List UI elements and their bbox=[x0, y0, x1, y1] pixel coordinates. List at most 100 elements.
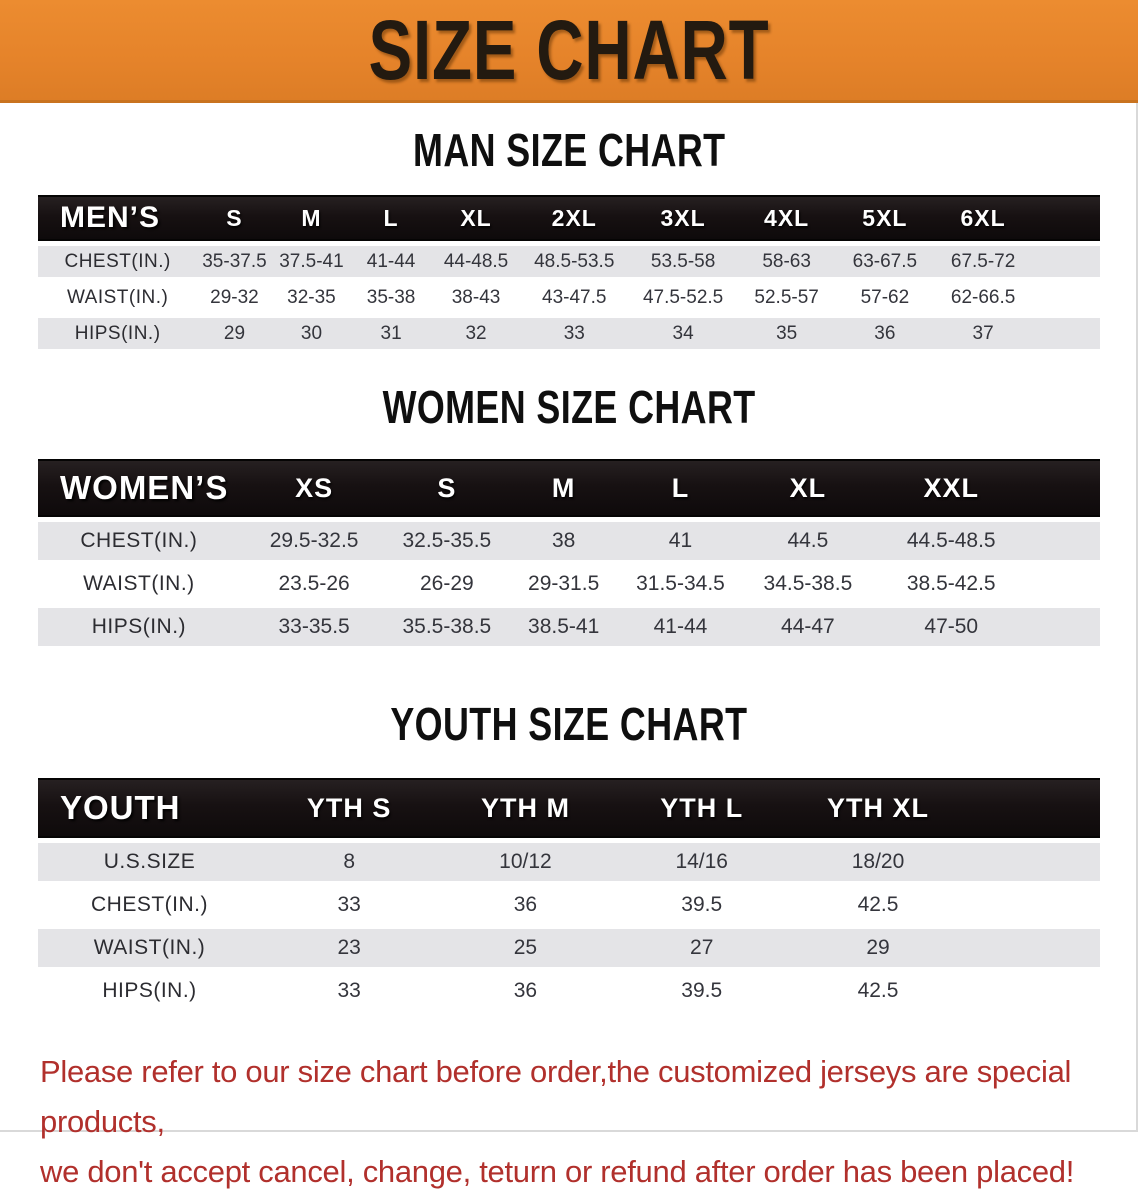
cell-value: 33 bbox=[521, 318, 628, 349]
cell-value: 62-66.5 bbox=[935, 282, 1031, 313]
cell-value: 27 bbox=[613, 929, 790, 967]
column-header: 2XL bbox=[521, 195, 628, 241]
column-header: XS bbox=[239, 459, 389, 517]
row-label: WAIST(IN.) bbox=[38, 282, 198, 313]
column-header: YTH S bbox=[261, 778, 438, 838]
sections: MAN SIZE CHART MEN’S S M L XL 2XL 3XL 4XL 5XL 6XL C… bbox=[0, 125, 1138, 1015]
cell-value: 48.5-53.5 bbox=[521, 246, 628, 277]
cell-value: 33 bbox=[261, 886, 438, 924]
column-header: M bbox=[505, 459, 623, 517]
size-chart-section: MAN SIZE CHART MEN’S S M L XL 2XL 3XL 4XL 5XL 6XL C… bbox=[0, 125, 1138, 354]
filler-cell bbox=[1030, 282, 1100, 313]
filler-cell bbox=[1025, 459, 1100, 517]
cell-value: 58-63 bbox=[738, 246, 835, 277]
table-title: MEN’S bbox=[38, 195, 198, 241]
cell-value: 38-43 bbox=[430, 282, 522, 313]
column-header: S bbox=[388, 459, 506, 517]
cell-value: 44-47 bbox=[738, 608, 877, 646]
column-header: XXL bbox=[876, 459, 1026, 517]
cell-value: 39.5 bbox=[613, 886, 790, 924]
table-row: WAIST(IN.) 23 25 27 29 bbox=[38, 929, 1100, 967]
column-header: L bbox=[351, 195, 431, 241]
row-label: WAIST(IN.) bbox=[38, 565, 240, 603]
filler-cell bbox=[1030, 246, 1100, 277]
cell-value: 35 bbox=[738, 318, 835, 349]
cell-value: 36 bbox=[437, 972, 614, 1010]
column-header: YTH L bbox=[613, 778, 790, 838]
disclaimer-line-1: Please refer to our size chart before or… bbox=[40, 1054, 1072, 1139]
cell-value: 29 bbox=[789, 929, 967, 967]
column-header: 5XL bbox=[834, 195, 936, 241]
table-row: HIPS(IN.) 33 36 39.5 42.5 bbox=[38, 972, 1100, 1010]
column-header: M bbox=[271, 195, 352, 241]
cell-value: 18/20 bbox=[789, 843, 967, 881]
table-row: WAIST(IN.) 23.5-26 26-29 29-31.5 31.5-34.5 34… bbox=[38, 565, 1100, 603]
cell-value: 41 bbox=[622, 522, 739, 560]
table-row: WAIST(IN.) 29-32 32-35 35-38 38-43 43-47.5 47.… bbox=[38, 282, 1100, 313]
cell-value: 14/16 bbox=[613, 843, 790, 881]
cell-value: 44.5 bbox=[738, 522, 877, 560]
filler-cell bbox=[966, 843, 1100, 881]
column-header: XL bbox=[738, 459, 877, 517]
cell-value: 10/12 bbox=[437, 843, 614, 881]
cell-value: 47-50 bbox=[876, 608, 1026, 646]
cell-value: 63-67.5 bbox=[834, 246, 936, 277]
size-table: WOMEN’S XS S M L XL XXL CHEST(IN.) 29.5-32.5 32.5… bbox=[38, 454, 1100, 651]
filler-cell bbox=[1030, 195, 1100, 241]
table-header-row: WOMEN’S XS S M L XL XXL bbox=[38, 459, 1100, 517]
cell-value: 39.5 bbox=[613, 972, 790, 1010]
cell-value: 44-48.5 bbox=[430, 246, 522, 277]
filler-cell bbox=[1025, 565, 1100, 603]
cell-value: 44.5-48.5 bbox=[876, 522, 1026, 560]
row-label: U.S.SIZE bbox=[38, 843, 262, 881]
table-row: HIPS(IN.) 29 30 31 32 33 34 35 36 37 bbox=[38, 318, 1100, 349]
cell-value: 29-32 bbox=[197, 282, 272, 313]
cell-value: 23 bbox=[261, 929, 438, 967]
table-header-row: YOUTH YTH S YTH M YTH L YTH XL bbox=[38, 778, 1100, 838]
cell-value: 25 bbox=[437, 929, 614, 967]
cell-value: 8 bbox=[261, 843, 438, 881]
cell-value: 52.5-57 bbox=[738, 282, 835, 313]
cell-value: 38 bbox=[505, 522, 623, 560]
cell-value: 37 bbox=[935, 318, 1031, 349]
table-row: HIPS(IN.) 33-35.5 35.5-38.5 38.5-41 41-44 44-… bbox=[38, 608, 1100, 646]
cell-value: 38.5-42.5 bbox=[876, 565, 1026, 603]
column-header: YTH XL bbox=[789, 778, 967, 838]
cell-value: 36 bbox=[437, 886, 614, 924]
cell-value: 47.5-52.5 bbox=[627, 282, 739, 313]
size-table-wrap: MEN’S S M L XL 2XL 3XL 4XL 5XL 6XL CHEST(IN.) 35-37… bbox=[38, 190, 1100, 354]
section-heading: YOUTH SIZE CHART bbox=[0, 699, 1138, 749]
column-header: 4XL bbox=[738, 195, 835, 241]
table-row: U.S.SIZE 8 10/12 14/16 18/20 bbox=[38, 843, 1100, 881]
size-chart-section: YOUTH SIZE CHART YOUTH YTH S YTH M YTH L YTH … bbox=[0, 699, 1138, 1015]
section-heading: WOMEN SIZE CHART bbox=[0, 382, 1138, 432]
size-table-wrap: WOMEN’S XS S M L XL XXL CHEST(IN.) 29.5-32.5 32.5… bbox=[38, 454, 1100, 651]
table-row: CHEST(IN.) 35-37.5 37.5-41 41-44 44-48.5 48.5… bbox=[38, 246, 1100, 277]
cell-value: 29 bbox=[197, 318, 272, 349]
section-heading: MAN SIZE CHART bbox=[0, 125, 1138, 175]
table-row: CHEST(IN.) 33 36 39.5 42.5 bbox=[38, 886, 1100, 924]
filler-cell bbox=[1030, 318, 1100, 349]
banner: SIZE CHART bbox=[0, 0, 1138, 103]
row-label: HIPS(IN.) bbox=[38, 972, 262, 1010]
row-label: CHEST(IN.) bbox=[38, 886, 262, 924]
column-header: 6XL bbox=[935, 195, 1031, 241]
size-table-wrap: YOUTH YTH S YTH M YTH L YTH XL U.S.SIZE 8 10/12… bbox=[38, 773, 1100, 1015]
cell-value: 53.5-58 bbox=[627, 246, 739, 277]
section-heading-text: YOUTH SIZE CHART bbox=[390, 698, 748, 750]
filler-cell bbox=[966, 929, 1100, 967]
cell-value: 26-29 bbox=[388, 565, 506, 603]
table-row: CHEST(IN.) 29.5-32.5 32.5-35.5 38 41 44.5 44.5… bbox=[38, 522, 1100, 560]
cell-value: 29.5-32.5 bbox=[239, 522, 389, 560]
disclaimer: Please refer to our size chart before or… bbox=[0, 1047, 1138, 1197]
filler-cell bbox=[966, 972, 1100, 1010]
cell-value: 29-31.5 bbox=[505, 565, 623, 603]
size-table: YOUTH YTH S YTH M YTH L YTH XL U.S.SIZE 8 10/12… bbox=[38, 773, 1100, 1015]
cell-value: 57-62 bbox=[834, 282, 936, 313]
cell-value: 30 bbox=[271, 318, 352, 349]
filler-cell bbox=[1025, 522, 1100, 560]
row-label: HIPS(IN.) bbox=[38, 318, 198, 349]
cell-value: 32-35 bbox=[271, 282, 352, 313]
cell-value: 38.5-41 bbox=[505, 608, 623, 646]
cell-value: 35-37.5 bbox=[197, 246, 272, 277]
